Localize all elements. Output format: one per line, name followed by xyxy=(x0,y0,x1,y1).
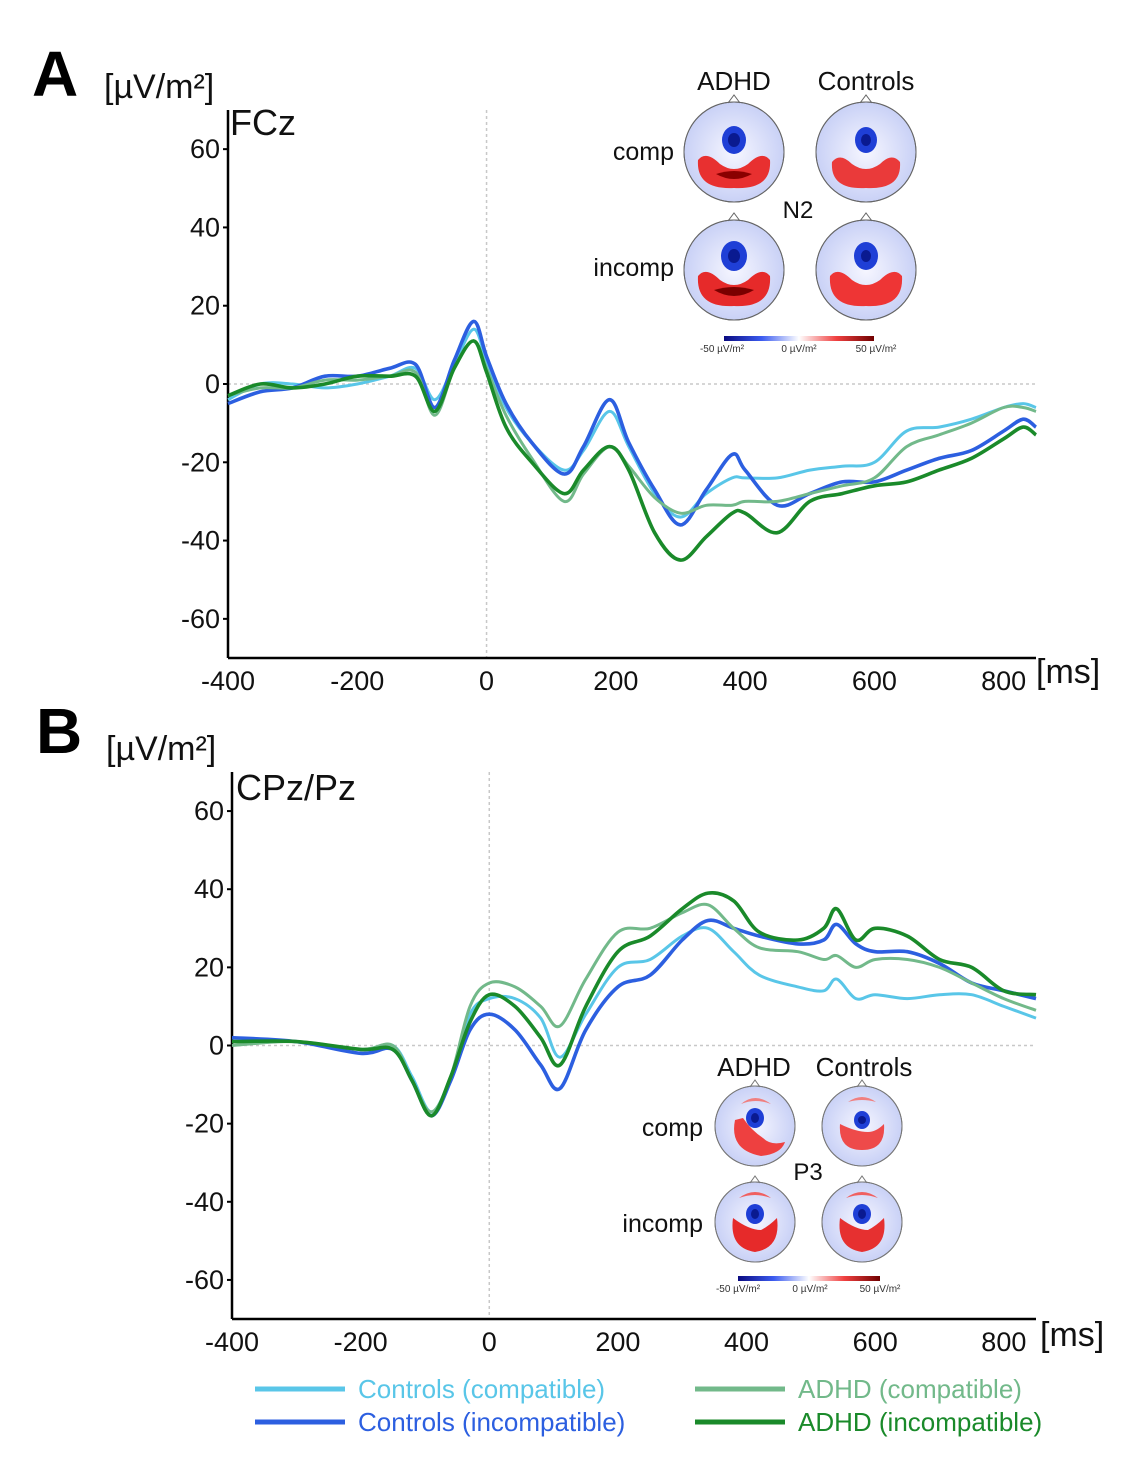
panel-b-y-ticks: 60 40 20 0 -20 -40 -60 xyxy=(185,796,232,1295)
topo-map xyxy=(821,1175,903,1263)
topo-map xyxy=(821,1079,903,1167)
panel-b-topo-component: P3 xyxy=(793,1159,822,1186)
panel-b-x-unit: [ms] xyxy=(1040,1316,1104,1354)
panel-b-topo-col-controls: Controls xyxy=(816,1052,913,1082)
panel-b-scale-max: 50 µV/m² xyxy=(860,1284,901,1295)
legend: Controls (compatible) Controls (incompat… xyxy=(255,1374,1042,1437)
y-tick-label: -40 xyxy=(185,1187,224,1217)
panel-a-electrode-label: FCz xyxy=(230,102,296,143)
series-line-controls-compatible xyxy=(227,327,1037,519)
legend-item: Controls (compatible) xyxy=(255,1374,605,1404)
legend-item: Controls (incompatible) xyxy=(255,1407,625,1437)
panel-a-scale-zero: 0 µV/m² xyxy=(781,344,817,355)
panel-a-colorbar xyxy=(724,336,874,341)
panel-b-scale-zero: 0 µV/m² xyxy=(792,1284,828,1295)
panel-a-scale-max: 50 µV/m² xyxy=(856,344,897,355)
panel-b-topo-row-incomp: incomp xyxy=(622,1210,703,1238)
y-tick-label: 0 xyxy=(209,1031,224,1061)
legend-label: ADHD (compatible) xyxy=(798,1374,1022,1404)
legend-label: ADHD (incompatible) xyxy=(798,1407,1042,1437)
panel-a-x-ticks: -400 -200 0 200 400 600 800 xyxy=(201,666,1026,696)
y-tick-label: 40 xyxy=(190,212,220,242)
x-tick-label: 0 xyxy=(482,1327,497,1357)
panel-b-electrode-label: CPz/Pz xyxy=(236,767,356,808)
panel-a-topo-col-controls: Controls xyxy=(818,66,915,96)
panel-b-colorbar xyxy=(738,1276,880,1281)
x-tick-label: 800 xyxy=(981,666,1026,696)
legend-item: ADHD (compatible) xyxy=(695,1374,1022,1404)
panel-b-x-ticks: -400 -200 0 200 400 600 800 xyxy=(205,1327,1026,1357)
topo-map xyxy=(714,1175,796,1263)
panel-a-topo-inset: ADHD Controls comp incomp N2 xyxy=(593,66,917,355)
topo-map xyxy=(683,94,785,203)
legend-label: Controls (incompatible) xyxy=(358,1407,625,1437)
x-tick-label: 200 xyxy=(595,1327,640,1357)
panel-b-lines xyxy=(231,890,1037,1118)
y-tick-label: 60 xyxy=(190,134,220,164)
series-line-controls-incompatible xyxy=(227,319,1038,527)
topo-map xyxy=(714,1079,796,1167)
y-tick-label: -20 xyxy=(185,1109,224,1139)
x-tick-label: 200 xyxy=(593,666,638,696)
panel-b-topo-col-adhd: ADHD xyxy=(717,1052,791,1082)
panel-a-scale-min: -50 µV/m² xyxy=(700,344,745,355)
series-line-adhd-compatible xyxy=(231,902,1037,1114)
panel-a-x-unit: [ms] xyxy=(1036,653,1100,691)
x-tick-label: -400 xyxy=(205,1327,259,1357)
panel-a-topo-row-incomp: incomp xyxy=(593,254,674,282)
legend-item: ADHD (incompatible) xyxy=(695,1407,1042,1437)
y-tick-label: 60 xyxy=(194,796,224,826)
x-tick-label: 0 xyxy=(479,666,494,696)
x-tick-label: 400 xyxy=(724,1327,769,1357)
y-tick-label: 20 xyxy=(190,291,220,321)
panel-letter-a: A xyxy=(32,38,78,110)
panel-a-y-unit: [µV/m²] xyxy=(104,68,214,106)
panel-a-topo-col-adhd: ADHD xyxy=(697,66,771,96)
x-tick-label: -400 xyxy=(201,666,255,696)
panel-b-y-unit: [µV/m²] xyxy=(106,730,216,768)
y-tick-label: 0 xyxy=(205,369,220,399)
topo-map xyxy=(815,212,917,321)
topo-map xyxy=(815,94,917,203)
x-tick-label: -200 xyxy=(330,666,384,696)
topo-map xyxy=(683,212,785,321)
y-tick-label: 40 xyxy=(194,874,224,904)
x-tick-label: 600 xyxy=(853,1327,898,1357)
legend-label: Controls (compatible) xyxy=(358,1374,605,1404)
x-tick-label: 600 xyxy=(852,666,897,696)
panel-a-y-ticks: 60 40 20 0 -20 -40 -60 xyxy=(181,134,228,634)
series-line-controls-incompatible xyxy=(231,918,1037,1118)
y-tick-label: -20 xyxy=(181,447,220,477)
panel-letter-b: B xyxy=(36,695,82,767)
x-tick-label: 400 xyxy=(723,666,768,696)
x-tick-label: -200 xyxy=(334,1327,388,1357)
y-tick-label: -40 xyxy=(181,526,220,556)
panel-a-lines xyxy=(227,319,1038,562)
y-tick-label: 20 xyxy=(194,952,224,982)
panel-b-topo-inset: ADHD Controls comp incomp P3 xyxy=(622,1052,912,1295)
y-tick-label: -60 xyxy=(185,1265,224,1295)
series-line-adhd-incompatible xyxy=(227,339,1038,562)
y-tick-label: -60 xyxy=(181,604,220,634)
panel-a-topo-row-comp: comp xyxy=(613,138,674,166)
panel-b-scale-min: -50 µV/m² xyxy=(716,1284,761,1295)
panel-b-topo-row-comp: comp xyxy=(642,1114,703,1142)
panel-a-topo-component: N2 xyxy=(783,197,814,224)
x-tick-label: 800 xyxy=(981,1327,1026,1357)
series-line-adhd-incompatible xyxy=(231,890,1037,1118)
